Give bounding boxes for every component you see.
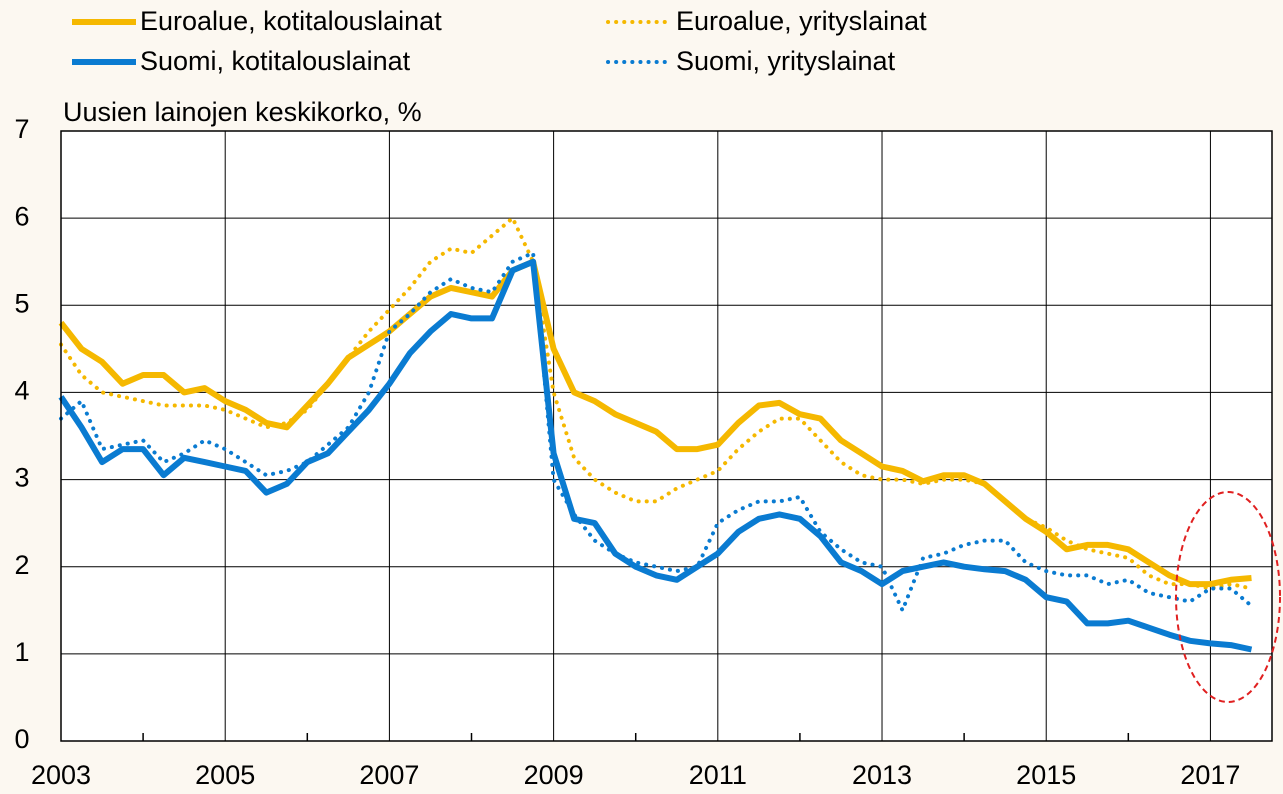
plot-area bbox=[61, 131, 1272, 741]
y-tick-label: 1 bbox=[14, 637, 29, 667]
series-line bbox=[58, 258, 1253, 653]
x-tick-label: 2003 bbox=[31, 760, 91, 790]
x-tick-label: 2011 bbox=[689, 760, 747, 790]
lines bbox=[58, 214, 1254, 653]
y-tick-label: 3 bbox=[14, 463, 29, 493]
highlight-ellipse bbox=[1175, 491, 1281, 703]
series-line bbox=[59, 250, 1254, 616]
series-line bbox=[59, 214, 1254, 591]
legend-label: Euroalue, yrityslainat bbox=[676, 6, 927, 36]
y-tick-label: 6 bbox=[14, 201, 29, 231]
x-tick-label: 2015 bbox=[1016, 760, 1076, 790]
y-tick-label: 5 bbox=[14, 288, 29, 318]
x-tick-label: 2007 bbox=[359, 760, 419, 790]
series-line bbox=[58, 258, 1252, 588]
y-axis-label: Uusien lainojen keskikorko, % bbox=[63, 97, 422, 127]
x-tick-label: 2017 bbox=[1180, 760, 1240, 790]
y-tick-label: 4 bbox=[14, 376, 29, 406]
plot-frame bbox=[60, 130, 1273, 742]
legend-label: Suomi, kotitalouslainat bbox=[140, 46, 411, 76]
grid bbox=[60, 130, 1272, 742]
x-tick-label: 2009 bbox=[524, 760, 584, 790]
x-tick-label: 2013 bbox=[852, 760, 912, 790]
x-tick-label: 2005 bbox=[195, 760, 255, 790]
legend-label: Suomi, yrityslainat bbox=[676, 46, 896, 76]
legend: Euroalue, kotitalouslainat Euroalue, yrit… bbox=[72, 6, 927, 76]
y-tick-label: 2 bbox=[14, 550, 29, 580]
y-tick-label: 0 bbox=[14, 724, 29, 754]
y-tick-label: 7 bbox=[14, 114, 29, 144]
legend-label: Euroalue, kotitalouslainat bbox=[140, 6, 442, 36]
